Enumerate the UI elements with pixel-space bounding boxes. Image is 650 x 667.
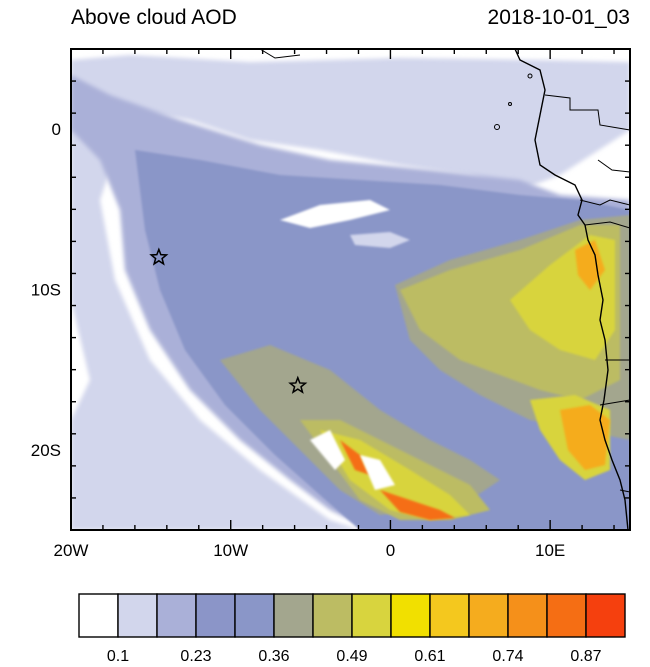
y-tick-label: 20S — [31, 441, 61, 460]
colorbar-label: 0.23 — [180, 648, 211, 665]
cloud-gap — [280, 200, 390, 228]
colorbar-label: 0.87 — [570, 648, 601, 665]
y-tick-label: 10S — [31, 281, 61, 300]
colorbar-box — [585, 593, 626, 638]
colorbar-box — [156, 593, 197, 638]
colorbar-label: 0.1 — [107, 648, 129, 665]
map-timestamp: 2018-10-01_03 — [488, 6, 630, 29]
colorbar-box — [546, 593, 587, 638]
colorbar-box — [351, 593, 392, 638]
colorbar-labels: 0.1 0.23 0.36 0.49 0.61 0.74 0.87 — [107, 648, 602, 665]
map-frame — [70, 48, 631, 531]
x-tick-label: 10E — [535, 541, 565, 560]
station-markers — [149, 247, 308, 394]
aod-region-light — [71, 55, 630, 530]
country-borders — [544, 94, 630, 493]
y-tick-label: 0 — [52, 120, 61, 139]
colorbar-box — [312, 593, 353, 638]
colorbar-label: 0.74 — [492, 648, 523, 665]
colorbar — [78, 593, 626, 638]
colorbar-box — [390, 593, 431, 638]
x-tick-label: 20W — [54, 541, 89, 560]
colorbar-box — [195, 593, 236, 638]
axis-ticks — [70, 48, 630, 531]
colorbar-label: 0.36 — [258, 648, 289, 665]
colorbar-box — [78, 593, 119, 638]
colorbar-box — [429, 593, 470, 638]
map-title: Above cloud AOD — [71, 6, 237, 29]
colorbar-box — [507, 593, 548, 638]
colorbar-label: 0.61 — [414, 648, 445, 665]
x-tick-label: 10W — [213, 541, 248, 560]
colorbar-box — [234, 593, 275, 638]
axis-labels: 20W 10W 0 10E 0 10S 20S — [31, 120, 566, 560]
colorbar-box — [117, 593, 158, 638]
africa-coastline — [514, 49, 629, 530]
colorbar-box — [468, 593, 509, 638]
star-marker-west-icon — [149, 247, 169, 266]
colorbar-box — [273, 593, 314, 638]
colorbar-label: 0.49 — [336, 648, 367, 665]
star-marker-south-icon — [288, 375, 308, 394]
x-tick-label: 0 — [386, 541, 395, 560]
aod-field — [71, 49, 630, 530]
